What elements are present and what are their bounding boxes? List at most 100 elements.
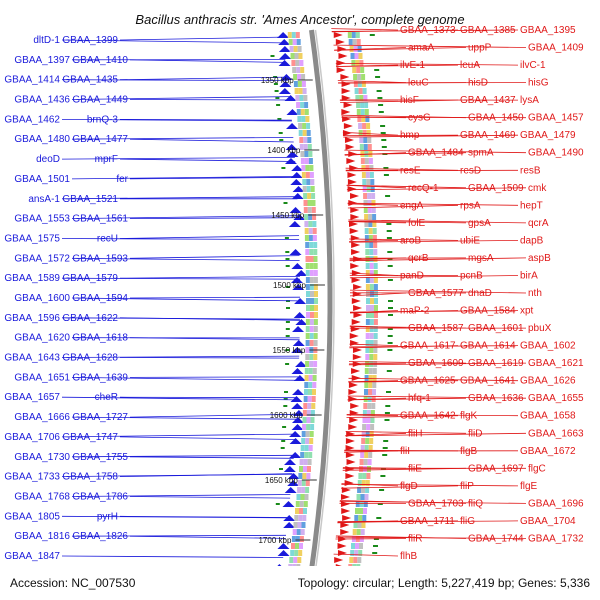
- reverse-gene-label: dltD-1: [33, 35, 60, 46]
- feature-bands: [268, 32, 393, 570]
- track-tile: [304, 102, 309, 108]
- forward-gene-label: leuA: [460, 60, 480, 71]
- forward-feature-arrow: [343, 102, 353, 108]
- track-tile: [356, 39, 361, 45]
- track-tile: [352, 67, 357, 73]
- track-tile: [372, 214, 377, 220]
- track-tile: [313, 361, 318, 367]
- track-tile: [357, 116, 362, 122]
- forward-feature-arrow: [347, 172, 357, 178]
- track-tile: [355, 508, 359, 514]
- label-connector: [119, 357, 300, 359]
- track-tile: [301, 522, 306, 528]
- track-tile: [364, 235, 369, 241]
- track-tile: [293, 81, 298, 87]
- track-tile: [304, 368, 309, 374]
- track-tile: [360, 529, 365, 535]
- track-tile: [372, 228, 377, 234]
- track-tile: [304, 235, 309, 241]
- track-tile: [364, 228, 369, 234]
- track-tile: [304, 158, 309, 164]
- track-tile: [358, 550, 363, 556]
- reverse-gene-label: GBAA_1706: [4, 432, 60, 443]
- reverse-gene-label: GBAA_1521: [62, 194, 118, 205]
- track-tile: [370, 305, 374, 311]
- track-tile: [305, 319, 310, 325]
- track-tile: [298, 550, 303, 556]
- track-tile: [305, 263, 310, 269]
- gc-dash: [388, 307, 393, 309]
- track-tile: [294, 88, 299, 94]
- track-tile: [312, 228, 317, 234]
- track-tile: [306, 123, 311, 129]
- track-tile: [297, 74, 302, 80]
- track-tile: [299, 60, 304, 66]
- track-tile: [308, 452, 313, 458]
- track-tile: [362, 410, 367, 416]
- gc-dash: [378, 111, 384, 113]
- gc-dash: [378, 104, 384, 106]
- forward-gene-label: GBAA_1395: [520, 25, 576, 36]
- track-tile: [305, 431, 310, 437]
- forward-gene-label: uppP: [468, 43, 492, 54]
- track-tile: [309, 438, 314, 444]
- track-tile: [304, 452, 309, 458]
- track-tile: [359, 144, 364, 150]
- forward-gene-label: fliP: [460, 481, 474, 492]
- reverse-gene-label: GBAA_1747: [62, 432, 118, 443]
- reverse-gene-label: GBAA_1410: [72, 55, 128, 66]
- track-tile: [366, 298, 370, 304]
- track-tile: [311, 193, 316, 199]
- track-tile: [355, 543, 359, 549]
- gc-dash: [284, 237, 289, 239]
- track-tile: [366, 186, 371, 192]
- track-tile: [301, 431, 306, 437]
- track-tile: [313, 263, 318, 269]
- track-tile: [313, 242, 318, 248]
- track-tile: [305, 361, 310, 367]
- track-tile: [365, 333, 370, 339]
- track-tile: [369, 319, 374, 325]
- reverse-gene-label: GBAA_1727: [72, 412, 128, 423]
- label-connector: [349, 238, 459, 241]
- track-tile: [369, 347, 374, 353]
- label-connector: [347, 204, 459, 209]
- track-tile: [303, 396, 308, 402]
- reverse-gene-label: GBAA_1575: [4, 234, 60, 245]
- track-tile: [369, 333, 374, 339]
- track-tile: [350, 53, 355, 59]
- track-tile: [291, 60, 296, 66]
- forward-gene-label: GBAA_1617: [400, 341, 456, 352]
- label-connector: [71, 494, 291, 497]
- reverse-feature-arrow: [278, 60, 291, 66]
- reverse-feature-arrow: [279, 81, 292, 87]
- track-tile: [355, 501, 360, 507]
- label-connector: [61, 396, 298, 401]
- track-tile: [373, 242, 378, 248]
- reverse-gene-label: pyrH: [97, 511, 118, 522]
- track-tile: [305, 333, 310, 339]
- track-tile: [369, 340, 374, 346]
- forward-feature-arrow: [333, 32, 343, 38]
- label-connector: [61, 433, 296, 438]
- label-connector: [349, 240, 399, 242]
- gc-dash: [270, 55, 275, 57]
- track-tile: [301, 165, 306, 171]
- reverse-gene-label: GBAA_1579: [62, 273, 118, 284]
- reverse-gene-label: GBAA_1462: [4, 114, 60, 125]
- track-tile: [307, 403, 312, 409]
- forward-gene-label: GBAA_1625: [400, 376, 456, 387]
- reverse-feature-arrow: [291, 368, 304, 374]
- track-tile: [306, 312, 310, 318]
- forward-gene-label: GBAA_1601: [468, 323, 524, 334]
- track-tile: [365, 340, 370, 346]
- track-tile: [310, 424, 315, 430]
- label-connector: [129, 456, 294, 459]
- forward-gene-label: GBAA_1732: [528, 534, 584, 545]
- forward-gene-label: GBAA_1457: [528, 113, 584, 124]
- forward-gene-label: fliR: [408, 534, 422, 545]
- track-tile: [313, 333, 318, 339]
- track-tile: [299, 501, 304, 507]
- track-tile: [303, 200, 308, 206]
- label-connector: [349, 310, 519, 313]
